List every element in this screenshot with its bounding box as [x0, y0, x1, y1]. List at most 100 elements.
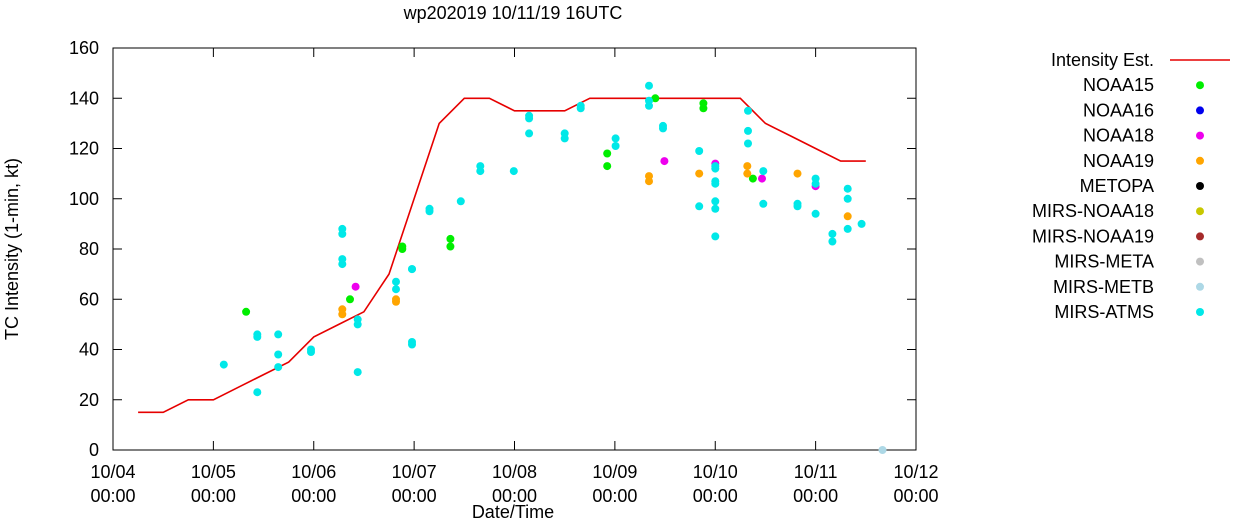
data-point-mirs-atms [843, 184, 852, 193]
x-tick-label-time: 00:00 [893, 486, 938, 506]
data-point-mirs-atms [509, 167, 518, 176]
data-point-noaa18 [660, 157, 669, 166]
x-tick-label-time: 00:00 [693, 486, 738, 506]
data-point-mirs-atms [611, 134, 620, 143]
y-tick-label: 160 [69, 38, 99, 58]
data-point-mirs-atms [695, 202, 704, 211]
data-point-noaa15 [346, 295, 354, 304]
data-point-mirs-atms [338, 229, 347, 238]
data-point-mirs-atms [392, 277, 400, 286]
x-axis: 10/04 00:00 10/05 00:00 10/06 00:00 10/07 00:00… [90, 48, 939, 506]
data-point-mirs-atms [525, 129, 534, 138]
data-point-mirs-atms [476, 167, 485, 176]
data-point-mirs-atms [353, 320, 362, 329]
x-tick-label-date: 10/10 [693, 462, 738, 482]
data-point-mirs-atms [759, 199, 768, 208]
series-layer [138, 81, 887, 454]
legend-swatch-mirs-noaa19 [1196, 232, 1204, 241]
data-point-mirs-atms [711, 179, 720, 188]
data-point-noaa19 [743, 162, 752, 171]
x-tick-label-date: 10/08 [492, 462, 537, 482]
data-point-mirs-atms [711, 164, 720, 173]
data-point-mirs-atms [744, 139, 752, 148]
legend-swatch-noaa18 [1196, 131, 1204, 140]
legend-label-noaa19: NOAA19 [1083, 151, 1154, 171]
y-tick-label: 120 [69, 139, 99, 159]
data-point-noaa15 [748, 174, 757, 183]
x-tick-label-time: 00:00 [392, 486, 437, 506]
x-tick-label-time: 00:00 [492, 486, 537, 506]
legend-label-mirs-metb: MIRS-METB [1053, 277, 1154, 297]
y-tick-label: 40 [79, 340, 99, 360]
legend-label-mirs-noaa18: MIRS-NOAA18 [1032, 201, 1154, 221]
legend-swatch-mirs-atms [1196, 308, 1204, 316]
y-axis: 0 20 40 60 80 100 120 140 160 [69, 38, 916, 460]
legend-label-mirs-noaa19: MIRS-NOAA19 [1032, 226, 1154, 246]
data-point-mirs-atms [759, 167, 768, 176]
data-point-mirs-atms [828, 229, 837, 238]
data-point-mirs-atms [843, 194, 852, 203]
data-point-mirs-metb [878, 446, 887, 454]
x-axis-label: Date/Time [472, 502, 554, 521]
data-point-mirs-atms [253, 332, 262, 341]
data-point-noaa15 [651, 94, 660, 103]
data-point-noaa18 [351, 282, 360, 291]
data-point-mirs-atms [744, 126, 752, 135]
x-tick-label-time: 00:00 [793, 486, 838, 506]
y-tick-label: 60 [79, 289, 99, 309]
legend: Intensity Est. NOAA15 NOAA16 NOAA18 NOAA19 ME… [1032, 50, 1230, 322]
data-point-mirs-atms [525, 114, 534, 123]
y-tick-label: 80 [79, 239, 99, 259]
data-point-mirs-atms [843, 224, 852, 233]
data-point-noaa19 [743, 169, 752, 178]
data-point-mirs-atms [253, 388, 262, 397]
legend-swatch-noaa19 [1196, 156, 1204, 165]
legend-label-mirs-meta: MIRS-META [1054, 252, 1154, 272]
data-point-mirs-atms [274, 330, 283, 339]
data-point-mirs-atms [711, 197, 720, 206]
legend-swatch-mirs-meta [1196, 257, 1204, 266]
data-point-noaa15 [446, 242, 455, 251]
data-point-mirs-atms [695, 147, 704, 155]
data-point-noaa15 [242, 307, 251, 316]
data-point-mirs-atms [744, 106, 752, 115]
y-tick-label: 0 [89, 440, 99, 460]
data-point-noaa18 [758, 174, 766, 183]
x-tick-label-date: 10/11 [794, 462, 838, 482]
data-point-mirs-atms [828, 237, 837, 246]
legend-label-metopa: METOPA [1080, 176, 1154, 196]
x-tick-label-date: 10/05 [191, 462, 236, 482]
data-point-mirs-atms [611, 142, 620, 150]
legend-label-mirs-atms: MIRS-ATMS [1054, 302, 1154, 322]
data-point-mirs-atms [711, 204, 720, 213]
data-point-mirs-atms [857, 219, 866, 228]
chart-title: wp202019 10/11/19 16UTC [403, 3, 623, 23]
data-point-mirs-atms [645, 81, 653, 90]
x-tick-label-date: 10/12 [893, 462, 938, 482]
data-point-mirs-atms [811, 179, 820, 188]
data-point-mirs-atms [408, 340, 416, 349]
data-point-mirs-atms [338, 260, 347, 269]
data-point-mirs-atms [811, 209, 820, 218]
x-tick-label-time: 00:00 [592, 486, 637, 506]
data-point-noaa19 [793, 169, 802, 178]
legend-label-noaa15: NOAA15 [1083, 75, 1154, 95]
legend-label-noaa16: NOAA16 [1083, 100, 1154, 120]
data-point-mirs-atms [307, 348, 315, 356]
legend-swatch-noaa15 [1196, 81, 1204, 90]
data-point-mirs-atms [793, 202, 802, 211]
data-point-noaa19 [338, 310, 347, 319]
data-point-mirs-atms [711, 232, 720, 241]
legend-swatch-noaa16 [1196, 106, 1204, 115]
data-point-mirs-atms [576, 104, 585, 113]
x-tick-label-date: 10/09 [592, 462, 637, 482]
data-point-mirs-atms [560, 134, 569, 143]
data-point-mirs-atms [274, 363, 283, 372]
x-tick-label-time: 00:00 [191, 486, 236, 506]
data-point-noaa15 [446, 234, 455, 243]
data-point-noaa15 [699, 104, 708, 113]
data-point-mirs-atms [353, 368, 362, 377]
data-point-mirs-atms [274, 350, 283, 359]
data-point-noaa19 [392, 297, 400, 306]
